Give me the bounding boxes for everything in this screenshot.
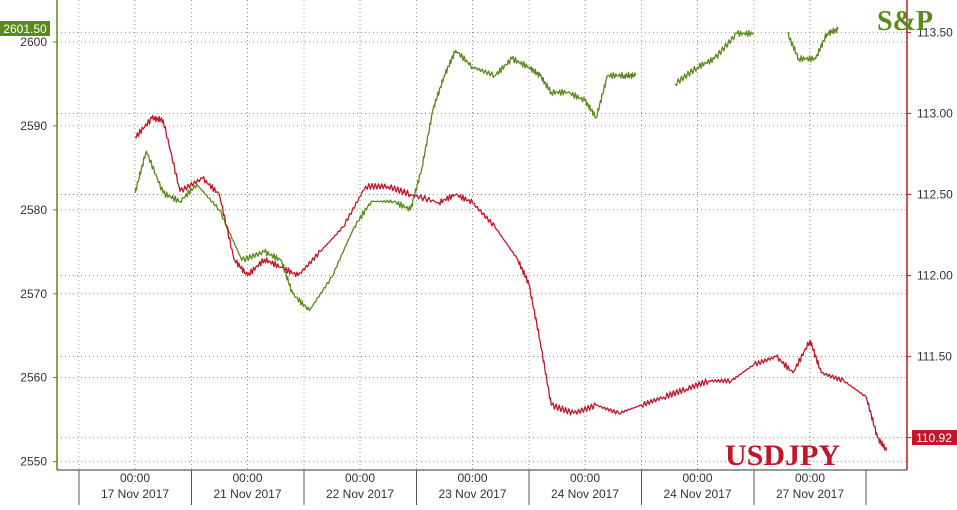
x-time-label: 00:00 xyxy=(120,471,150,485)
left-last-value-badge: 2601.50 xyxy=(0,21,50,36)
left-axis-ticks: 2550 2560 2570 2580 2590 2600 xyxy=(20,35,57,469)
x-date-label: 17 Nov 2017 xyxy=(101,487,169,501)
right-tick-label: 113.00 xyxy=(917,106,953,120)
left-last-value-box xyxy=(0,21,50,36)
left-last-value-text: 2601.50 xyxy=(3,22,47,36)
left-tick-label: 2570 xyxy=(20,287,47,301)
x-time-label: 00:00 xyxy=(795,471,825,485)
x-time-label: 00:00 xyxy=(570,471,600,485)
left-tick-label: 2580 xyxy=(20,203,47,217)
x-date-label: 22 Nov 2017 xyxy=(326,487,394,501)
x-date-label: 27 Nov 2017 xyxy=(776,487,844,501)
right-last-value-text: 110.92 xyxy=(916,431,952,445)
x-date-label: 24 Nov 2017 xyxy=(663,487,731,501)
x-date-label: 23 Nov 2017 xyxy=(438,487,506,501)
x-time-label: 00:00 xyxy=(457,471,487,485)
series-line-sp xyxy=(134,49,637,312)
x-axis-ticks: 00:00 17 Nov 2017 00:00 21 Nov 2017 00:00 22 … xyxy=(78,470,867,505)
x-date-label: 21 Nov 2017 xyxy=(213,487,281,501)
right-last-value-badge: 110.92 xyxy=(912,430,957,445)
series-title-usdjpy: USDJPY xyxy=(725,439,840,472)
left-tick-label: 2560 xyxy=(20,371,47,385)
left-tick-label: 2590 xyxy=(20,119,47,133)
right-tick-label: 113.50 xyxy=(917,25,953,39)
x-date-label: 24 Nov 2017 xyxy=(551,487,619,501)
gridlines xyxy=(57,0,907,470)
series-line-usdjpy xyxy=(134,115,888,451)
x-time-label: 00:00 xyxy=(232,471,262,485)
right-tick-label: 111.50 xyxy=(917,350,952,364)
right-last-value-box xyxy=(912,430,957,445)
right-tick-label: 112.00 xyxy=(917,269,953,283)
left-tick-label: 2550 xyxy=(20,455,47,469)
x-time-label: 00:00 xyxy=(682,471,712,485)
left-tick-label: 2600 xyxy=(20,35,47,49)
right-tick-label: 112.50 xyxy=(917,187,953,201)
series-title-sp: S&P xyxy=(877,6,933,37)
series-layer xyxy=(134,26,888,451)
x-time-label: 00:00 xyxy=(345,471,375,485)
plot-area xyxy=(57,0,907,470)
series-line-sp xyxy=(674,30,754,87)
series-line-sp xyxy=(786,26,839,63)
